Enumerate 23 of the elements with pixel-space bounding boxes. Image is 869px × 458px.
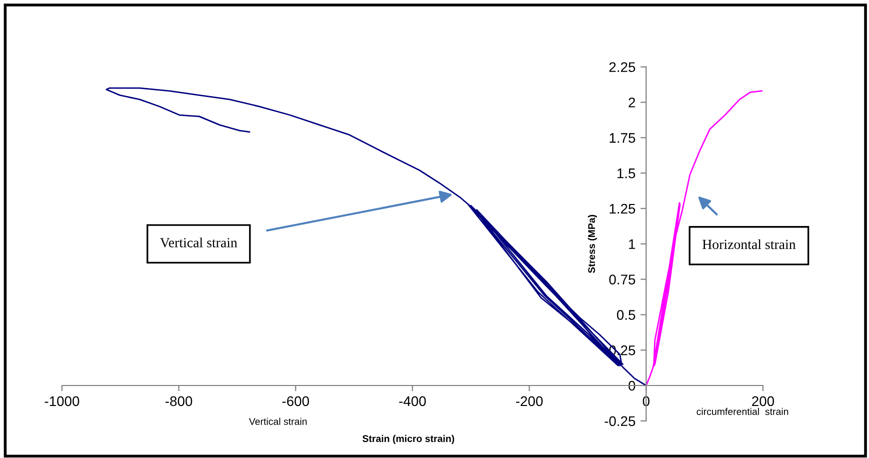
y-tick-label: 2 — [628, 98, 636, 108]
x-tick-label: -200 — [516, 396, 543, 406]
x-tick-label: -600 — [282, 396, 309, 406]
x-tick-label: -1000 — [44, 396, 80, 406]
y-tick-label: 1.5 — [617, 168, 636, 178]
x-tick-label: 0 — [642, 396, 650, 406]
x-tick-label: -400 — [399, 396, 426, 406]
y-tick-label: 0.75 — [609, 274, 636, 284]
y-axis-title: Stress (MPa) — [588, 214, 597, 274]
annotation: Vertical strain — [160, 238, 238, 248]
x-tick-label: 200 — [752, 396, 774, 406]
annotation: Vertical strain — [248, 418, 307, 425]
y-tick-label: 1.75 — [610, 133, 636, 143]
y-tick-label: 1.25 — [610, 204, 636, 214]
y-tick-label: 2.25 — [609, 62, 636, 72]
x-axis-title: Strain (micro strain) — [362, 434, 454, 444]
annotation: circumferential strain — [696, 408, 788, 416]
y-tick-label: 1 — [629, 239, 636, 249]
annotation: Horizontal strain — [702, 239, 796, 250]
y-tick-label: -0.25 — [604, 416, 636, 426]
y-tick-label: 0.5 — [616, 310, 636, 320]
line-series — [645, 90, 763, 386]
x-tick-label: -800 — [166, 396, 192, 406]
